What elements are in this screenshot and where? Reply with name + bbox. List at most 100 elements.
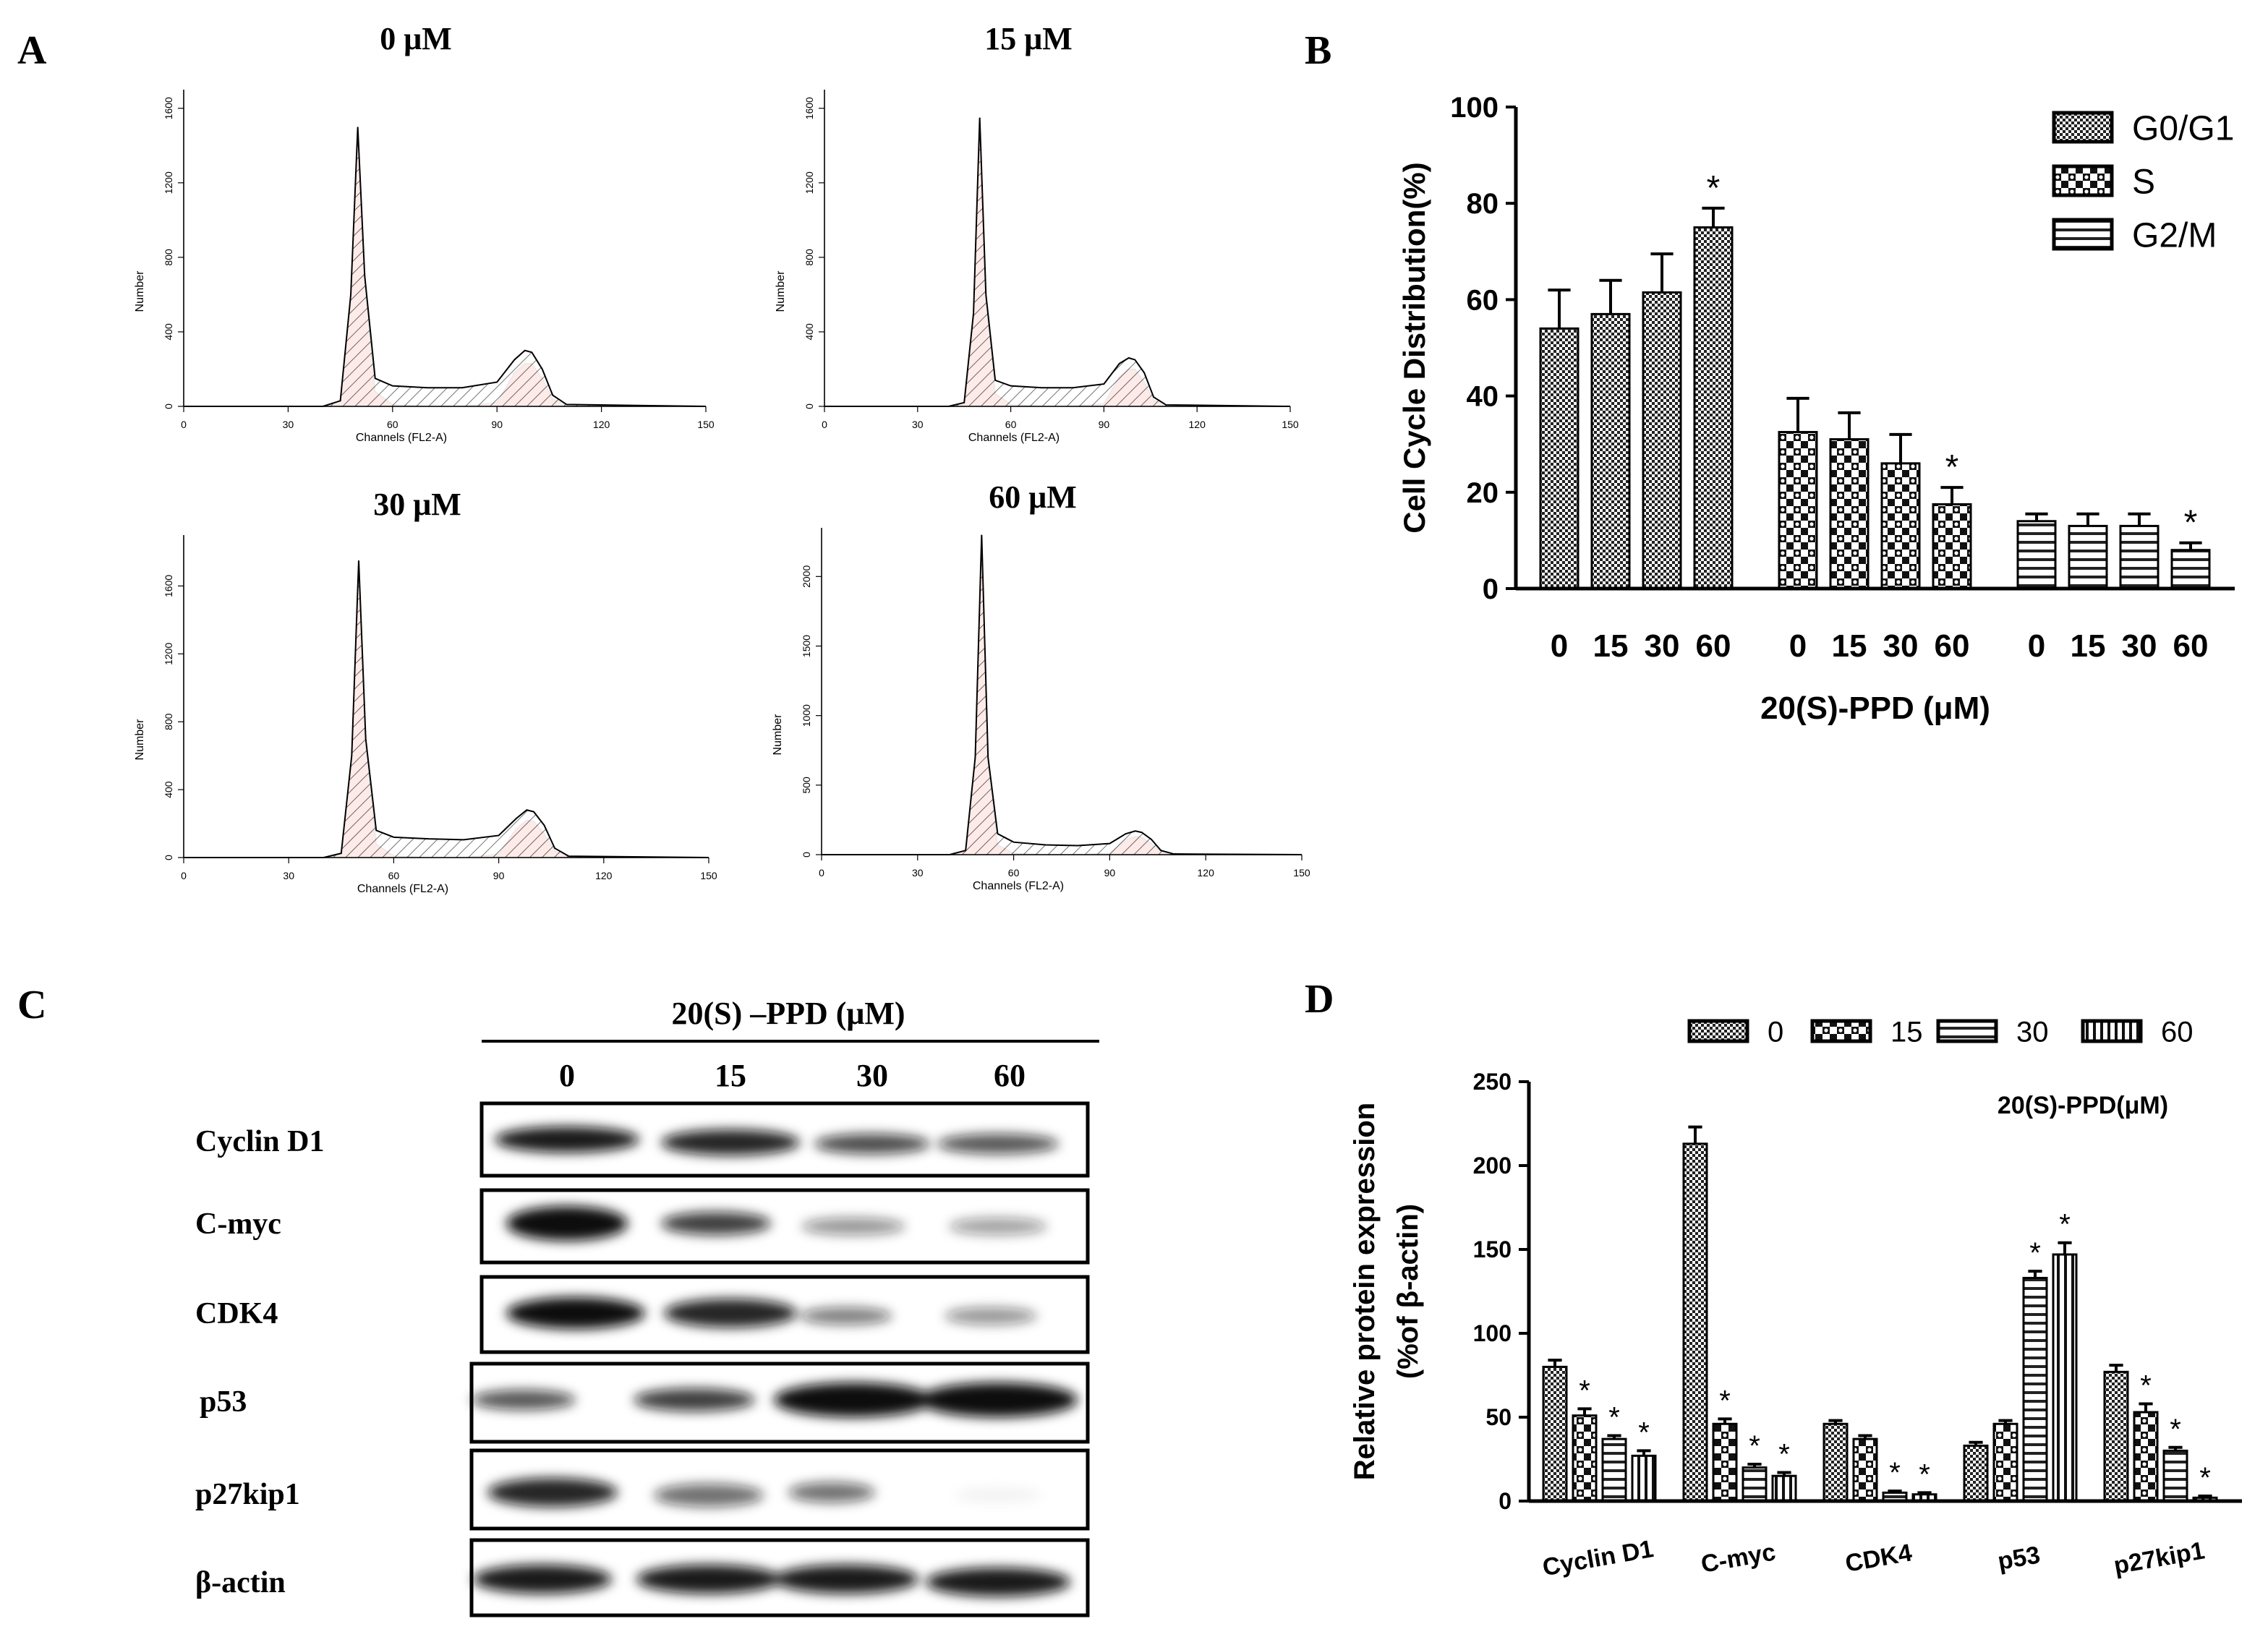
histogram-area bbox=[184, 127, 707, 407]
x-axis-label: Channels (FL2-A) bbox=[356, 432, 447, 444]
significance-mark: * bbox=[1579, 1375, 1590, 1406]
x-tick-label: 60 bbox=[1696, 628, 1731, 664]
x-tick-label: CDK4 bbox=[1843, 1539, 1914, 1578]
x-tick-label: 30 bbox=[283, 419, 294, 430]
x-tick-label: p53 bbox=[1995, 1541, 2042, 1576]
y-tick-label: 60 bbox=[1467, 284, 1499, 316]
significance-mark: * bbox=[1608, 1402, 1620, 1434]
error-bar bbox=[1888, 1489, 1902, 1493]
error-bar bbox=[1599, 278, 1622, 315]
error-bar bbox=[1650, 252, 1674, 293]
chart-title: 15 μM bbox=[984, 21, 1072, 56]
x-tick-label: 150 bbox=[1293, 867, 1310, 879]
significance-mark: * bbox=[1707, 169, 1721, 208]
x-tick-label: 30 bbox=[1645, 628, 1680, 664]
error-bar bbox=[1858, 1434, 1872, 1440]
bar bbox=[1693, 226, 1734, 590]
error-bar bbox=[1702, 206, 1725, 228]
significance-mark: * bbox=[2170, 1414, 2181, 1445]
y-tick-label: 100 bbox=[1473, 1320, 1512, 1346]
x-tick-label: 0 bbox=[822, 419, 827, 430]
error-bar bbox=[1889, 432, 1912, 463]
bar bbox=[1682, 1142, 1708, 1503]
bar bbox=[2068, 524, 2108, 590]
error-bar bbox=[2128, 512, 2151, 526]
y-tick-label: 40 bbox=[1467, 381, 1499, 413]
bar bbox=[1778, 431, 1818, 590]
chart-title: 60 μM bbox=[989, 479, 1076, 515]
x-tick-label: 30 bbox=[2122, 628, 2157, 664]
y-tick-label: 1200 bbox=[803, 171, 815, 194]
x-tick-label: 0 bbox=[1551, 628, 1568, 664]
y-tick-label: 1000 bbox=[801, 704, 812, 727]
bar bbox=[1539, 327, 1580, 590]
x-tick-label: 120 bbox=[1189, 419, 1206, 430]
x-tick-label: 60 bbox=[1005, 419, 1017, 430]
x-tick-label: 30 bbox=[1883, 628, 1919, 664]
lane-label: 60 bbox=[994, 1058, 1026, 1093]
bar bbox=[1712, 1422, 1738, 1503]
bar bbox=[2119, 524, 2160, 590]
y-tick-label: 0 bbox=[1498, 1488, 1512, 1514]
y-tick-label: 250 bbox=[1473, 1069, 1512, 1095]
blot-title: 20(S) –PPD (μM) bbox=[671, 996, 905, 1031]
x-tick-label: 90 bbox=[1104, 867, 1116, 879]
significance-mark: * bbox=[2199, 1462, 2211, 1494]
legend-swatch bbox=[2052, 111, 2114, 144]
x-tick-label: Cyclin D1 bbox=[1540, 1535, 1655, 1581]
legend-label: 30 bbox=[2016, 1016, 2049, 1048]
error-bar bbox=[2198, 1495, 2212, 1498]
error-bar bbox=[2109, 1364, 2123, 1372]
y-tick-label: 400 bbox=[163, 323, 174, 341]
x-tick-label: 120 bbox=[595, 870, 613, 881]
x-tick-label: C-myc bbox=[1699, 1538, 1778, 1578]
y-axis-label: Number bbox=[134, 270, 146, 312]
significance-mark: * bbox=[1719, 1385, 1731, 1416]
x-tick-label: 15 bbox=[2071, 628, 2106, 664]
bar bbox=[1590, 312, 1631, 590]
error-bar bbox=[2028, 1270, 2042, 1278]
error-bar bbox=[1637, 1449, 1651, 1456]
x-tick-label: 150 bbox=[697, 419, 715, 430]
y-tick-label: 20 bbox=[1467, 477, 1499, 509]
bar bbox=[2170, 549, 2211, 590]
western-blot: 20(S) –PPD (μM) 0 15 30 60 Cyclin D1 C-m… bbox=[195, 996, 1099, 1617]
x-axis-label: 20(S)-PPD (μM) bbox=[1760, 691, 1990, 726]
x-tick-label: 15 bbox=[1832, 628, 1867, 664]
legend-label: 15 bbox=[1890, 1016, 1923, 1048]
error-bar bbox=[1548, 1359, 1562, 1367]
histogram-area bbox=[824, 121, 1291, 407]
error-bar bbox=[1777, 1471, 1791, 1476]
histogram-area bbox=[184, 560, 709, 858]
significance-mark: * bbox=[2059, 1209, 2071, 1241]
bar bbox=[2162, 1449, 2188, 1503]
y-tick-label: 500 bbox=[801, 777, 812, 794]
error-bar bbox=[1838, 411, 1861, 440]
x-tick-label: 60 bbox=[388, 870, 400, 881]
x-tick-label: 0 bbox=[819, 867, 824, 879]
x-tick-label: 30 bbox=[912, 867, 924, 879]
error-bar bbox=[1828, 1419, 1843, 1424]
panel-label: D bbox=[1305, 977, 1334, 1022]
error-bar bbox=[2179, 541, 2202, 550]
x-tick-label: 60 bbox=[2173, 628, 2209, 664]
y-tick-label: 1600 bbox=[163, 97, 174, 119]
lane-label: 0 bbox=[559, 1058, 575, 1093]
y-axis-label: Number bbox=[775, 270, 787, 312]
bar bbox=[1742, 1466, 1768, 1503]
x-axis-label: Channels (FL2-A) bbox=[968, 432, 1060, 444]
bar bbox=[1601, 1437, 1627, 1503]
x-tick-label: 0 bbox=[181, 870, 187, 881]
x-tick-label: 90 bbox=[1099, 419, 1110, 430]
x-tick-label: 0 bbox=[181, 419, 187, 430]
error-bar bbox=[2058, 1241, 2072, 1255]
bar bbox=[2103, 1370, 2129, 1503]
histogram-area bbox=[824, 117, 1291, 407]
error-bar bbox=[1998, 1419, 2013, 1424]
x-tick-label: 60 bbox=[1008, 867, 1020, 879]
panel-label: B bbox=[1305, 28, 1331, 73]
x-tick-label: 120 bbox=[593, 419, 610, 430]
bar bbox=[1992, 1422, 2018, 1503]
x-tick-label: 120 bbox=[1198, 867, 1215, 879]
error-bar bbox=[1688, 1125, 1702, 1144]
